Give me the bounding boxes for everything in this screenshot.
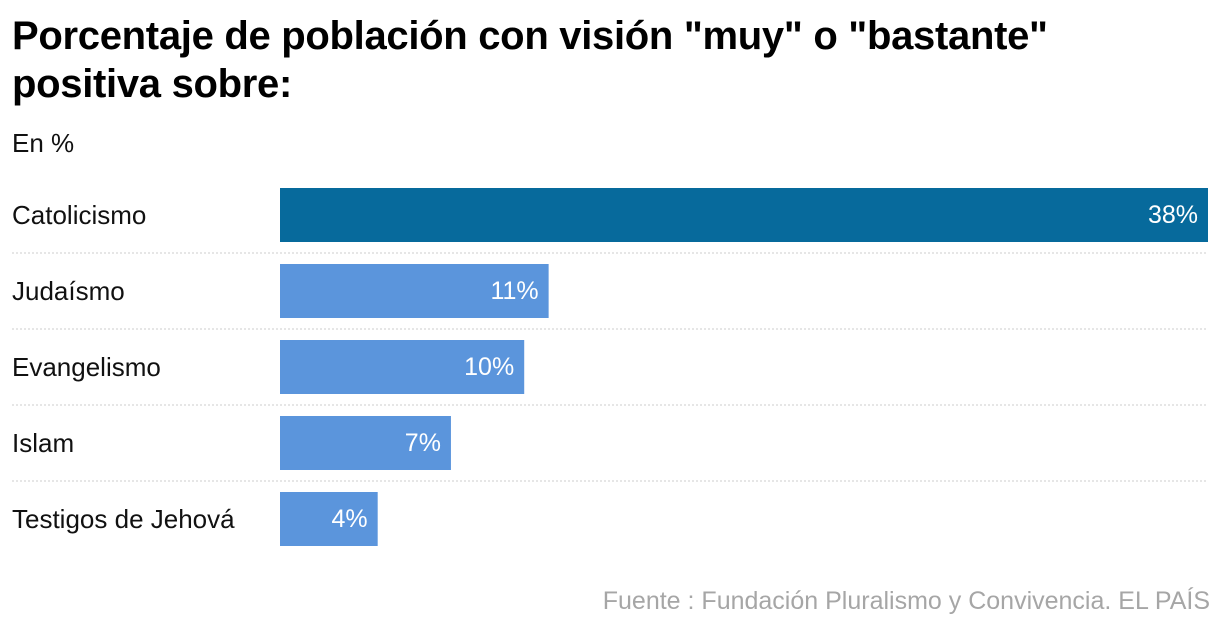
bar <box>280 340 525 394</box>
bar <box>280 188 1208 242</box>
category-label: Islam <box>12 428 74 458</box>
value-label: 7% <box>405 429 441 457</box>
source-note: Fuente : Fundación Pluralismo y Conviven… <box>602 587 1210 615</box>
bar <box>280 492 378 546</box>
chart-subtitle: En % <box>12 128 75 158</box>
category-label: Judaísmo <box>12 276 125 306</box>
value-label: 38% <box>1148 201 1198 229</box>
category-label: Catolicismo <box>12 200 146 230</box>
category-label: Evangelismo <box>12 352 161 382</box>
value-label: 10% <box>464 353 514 381</box>
bar-chart: Catolicismo 38% Judaísmo 11% Evangelismo 10% I… <box>12 188 1208 546</box>
value-label: 11% <box>490 277 538 305</box>
chart-title: Porcentaje de población con visión "muy"… <box>12 14 1048 106</box>
bar <box>280 264 549 318</box>
value-label: 4% <box>332 505 368 533</box>
bar <box>280 416 451 470</box>
category-label: Testigos de Jehová <box>12 504 235 534</box>
